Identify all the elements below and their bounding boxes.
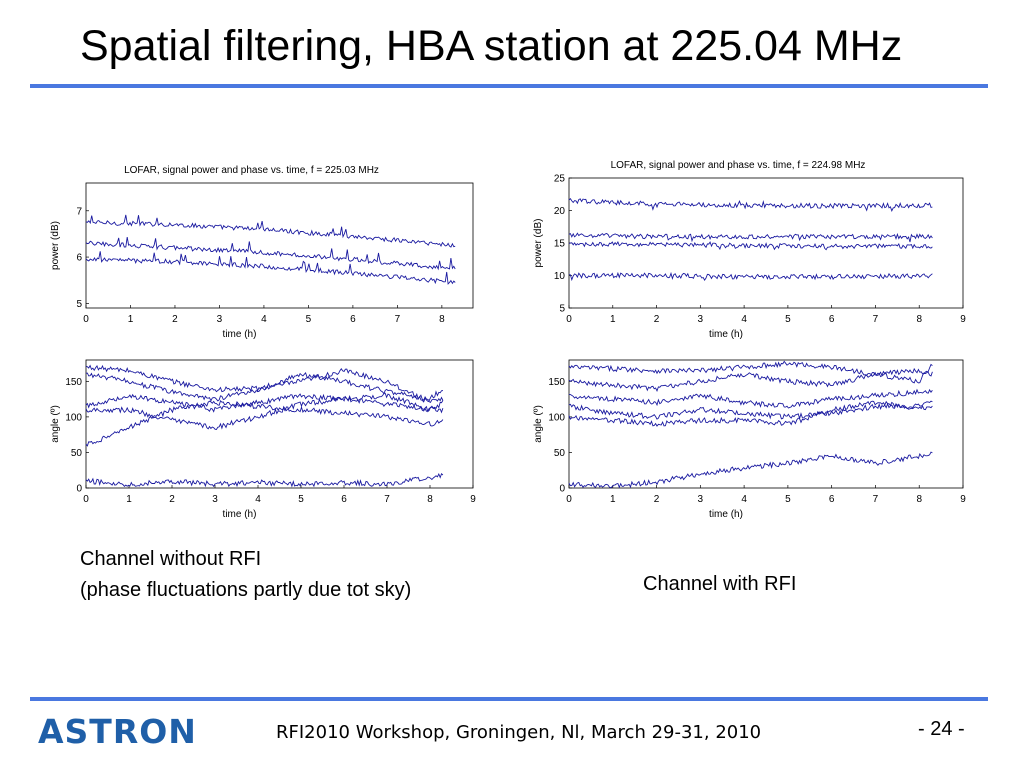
x-tick-label-2-3: 3 [212, 494, 218, 505]
x-tick-label-2-6: 6 [341, 494, 347, 505]
chart-title-1: LOFAR, signal power and phase vs. time, … [611, 160, 866, 171]
x-tick-label-3-6: 6 [829, 494, 835, 505]
x-tick-label-3-2: 2 [654, 494, 660, 505]
x-tick-label-2-7: 7 [384, 494, 390, 505]
y-tick-label-2-50: 50 [71, 448, 83, 459]
x-tick-label-0-1: 1 [128, 314, 134, 325]
y-axis-label-3: angle (º) [533, 405, 544, 443]
x-tick-label-0-6: 6 [350, 314, 356, 325]
y-axis-label-2: angle (º) [50, 405, 61, 443]
caption-left-line2: (phase fluctuations partly due tot sky) [80, 579, 412, 601]
y-tick-label-1-20: 20 [554, 206, 566, 217]
x-tick-label-0-2: 2 [172, 314, 178, 325]
page-number: - 24 - [918, 718, 965, 740]
x-tick-label-2-9: 9 [470, 494, 476, 505]
series-line-2-5 [85, 473, 444, 488]
slide-title: Spatial filtering, HBA station at 225.04… [80, 22, 903, 70]
x-tick-label-2-4: 4 [255, 494, 261, 505]
series-line-2-2 [85, 393, 444, 413]
y-tick-label-1-15: 15 [554, 239, 566, 250]
x-tick-label-1-2: 2 [654, 314, 660, 325]
charts-canvas: 0 1 2 3 4 5 6 7 8 5 6 7 time (h) power (dB) LOFAR, sig… [50, 160, 966, 520]
series-line-0-1 [85, 237, 456, 271]
plot-frame-3 [568, 359, 964, 489]
y-tick-label-2-150: 150 [65, 377, 82, 388]
series-line-2-4 [85, 399, 444, 447]
x-tick-label-3-3: 3 [698, 494, 704, 505]
x-tick-label-3-1: 1 [610, 494, 616, 505]
x-tick-label-2-0: 0 [83, 494, 89, 505]
y-tick-label-1-25: 25 [554, 174, 566, 185]
series-line-3-4 [568, 400, 933, 427]
bottom-divider [30, 697, 988, 701]
top-divider [30, 84, 988, 88]
x-tick-label-1-0: 0 [566, 314, 572, 325]
x-axis-label-1: time (h) [709, 329, 743, 340]
x-tick-label-1-4: 4 [741, 314, 747, 325]
x-tick-label-0-0: 0 [83, 314, 89, 325]
y-tick-label-3-100: 100 [548, 412, 565, 423]
x-tick-label-3-9: 9 [960, 494, 966, 505]
x-tick-label-3-0: 0 [566, 494, 572, 505]
x-tick-label-3-5: 5 [785, 494, 791, 505]
x-tick-label-1-5: 5 [785, 314, 791, 325]
series-line-2-1 [85, 372, 443, 402]
series-line-2-0 [85, 364, 444, 404]
y-tick-label-2-0: 0 [76, 484, 82, 495]
y-tick-label-0-6: 6 [76, 253, 82, 264]
x-tick-label-2-8: 8 [427, 494, 433, 505]
x-tick-label-1-9: 9 [960, 314, 966, 325]
series-line-1-1 [568, 232, 933, 243]
x-tick-label-0-4: 4 [261, 314, 267, 325]
caption-left-line1: Channel without RFI [80, 548, 262, 570]
series-line-1-2 [568, 240, 933, 251]
footer-text: RFI2010 Workshop, Groningen, Nl, March 2… [276, 722, 762, 743]
y-axis-label-1: power (dB) [533, 219, 544, 268]
x-tick-label-2-1: 1 [126, 494, 132, 505]
plot-frame-0 [85, 182, 474, 309]
series-line-3-0 [568, 360, 933, 384]
y-tick-label-1-10: 10 [554, 271, 566, 282]
x-tick-label-0-5: 5 [306, 314, 312, 325]
x-tick-label-1-1: 1 [610, 314, 616, 325]
x-tick-label-1-3: 3 [698, 314, 704, 325]
series-line-1-0 [568, 198, 933, 212]
x-tick-label-3-7: 7 [873, 494, 879, 505]
plot-frame-2 [85, 359, 474, 489]
series-line-0-0 [85, 214, 456, 248]
series-line-2-3 [85, 392, 444, 431]
y-tick-label-2-100: 100 [65, 412, 82, 423]
series-line-3-2 [568, 388, 933, 409]
series-line-3-5 [568, 451, 933, 489]
series-line-3-1 [568, 367, 933, 392]
series-line-3-3 [568, 400, 933, 420]
astron-logo: ASTRON [38, 712, 197, 751]
series-line-1-3 [568, 271, 933, 282]
x-tick-label-0-8: 8 [439, 314, 445, 325]
series-line-0-2 [85, 251, 456, 285]
y-tick-label-3-150: 150 [548, 377, 565, 388]
x-tick-label-1-6: 6 [829, 314, 835, 325]
y-tick-label-0-5: 5 [76, 299, 82, 310]
y-tick-label-3-50: 50 [554, 448, 566, 459]
x-axis-label-3: time (h) [709, 509, 743, 520]
x-axis-label-0: time (h) [223, 329, 257, 340]
x-tick-label-3-8: 8 [916, 494, 922, 505]
x-tick-label-1-7: 7 [873, 314, 879, 325]
x-axis-label-2: time (h) [223, 509, 257, 520]
y-tick-label-0-7: 7 [76, 206, 82, 217]
x-tick-label-1-8: 8 [916, 314, 922, 325]
x-tick-label-0-7: 7 [395, 314, 401, 325]
chart-title-0: LOFAR, signal power and phase vs. time, … [124, 165, 379, 176]
x-tick-label-3-4: 4 [741, 494, 747, 505]
caption-right: Channel with RFI [643, 573, 797, 595]
y-axis-label-0: power (dB) [50, 221, 61, 270]
x-tick-label-0-3: 3 [217, 314, 223, 325]
y-tick-label-3-0: 0 [559, 484, 565, 495]
x-tick-label-2-5: 5 [298, 494, 304, 505]
x-tick-label-2-2: 2 [169, 494, 175, 505]
y-tick-label-1-5: 5 [559, 304, 565, 315]
